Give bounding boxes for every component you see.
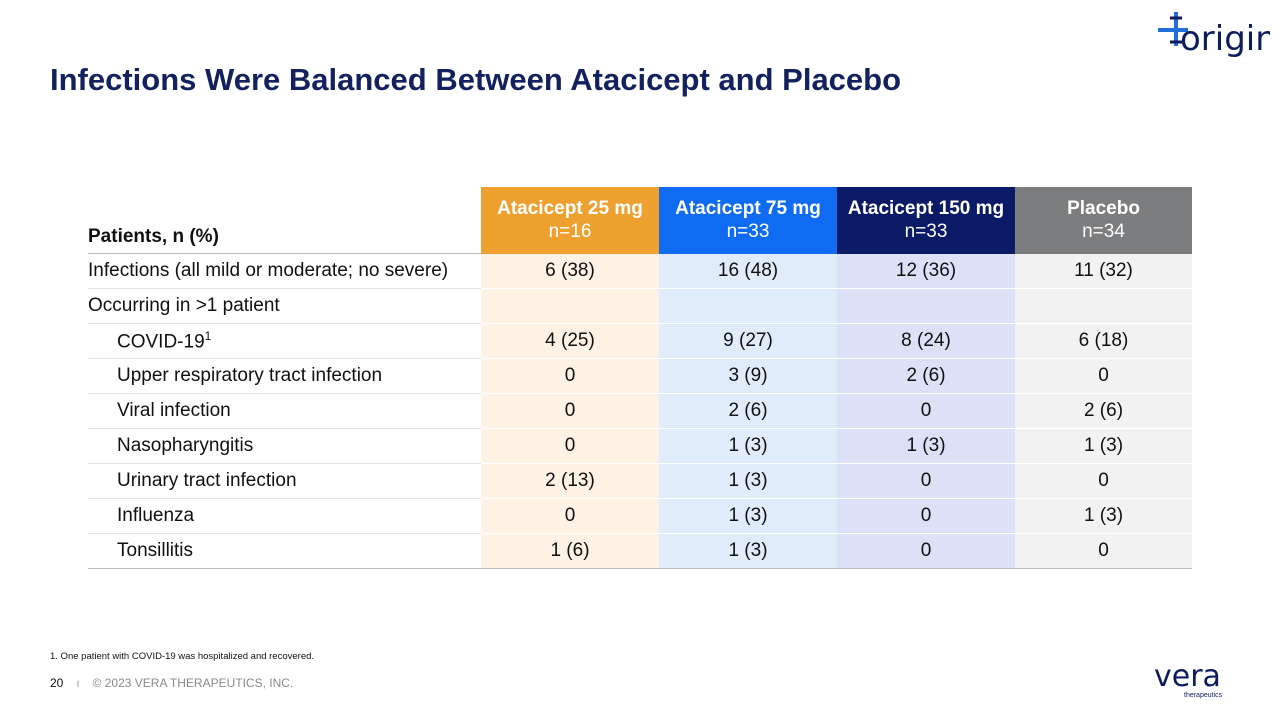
footnote: 1. One patient with COVID-19 was hospita… xyxy=(50,651,315,662)
column-header: Atacicept 25 mg n=16 xyxy=(481,187,659,254)
row-label: Nasopharyngitis xyxy=(88,428,481,464)
table-cell: 1 (3) xyxy=(659,498,837,534)
table-cell: 2 (6) xyxy=(1015,393,1192,429)
table-cell: 0 xyxy=(837,533,1015,569)
table-row: Influenza 0 1 (3) 0 1 (3) xyxy=(88,498,1192,534)
row-label-text: Tonsillitis xyxy=(117,540,194,561)
row-label: Viral infection xyxy=(88,393,481,429)
table-row: Upper respiratory tract infection 0 3 (9) 2… xyxy=(88,358,1192,394)
row-label-text: Nasopharyngitis xyxy=(117,435,254,456)
table-cell xyxy=(1015,288,1192,324)
table-cell xyxy=(481,288,659,324)
table-cell: 1 (6) xyxy=(481,533,659,569)
table-cell: 3 (9) xyxy=(659,358,837,394)
table-cell: 0 xyxy=(837,498,1015,534)
row-label-text: COVID-19 xyxy=(117,331,205,353)
logo-text: origin xyxy=(1180,19,1270,59)
table-cell xyxy=(659,288,837,324)
table-cell: 0 xyxy=(481,358,659,394)
table-row: Nasopharyngitis 0 1 (3) 1 (3) 1 (3) xyxy=(88,428,1192,464)
row-label-text: Influenza xyxy=(117,505,195,526)
table-cell: 1 (3) xyxy=(659,428,837,464)
column-name: Placebo xyxy=(1067,198,1140,220)
separator: I xyxy=(76,679,80,689)
table-row: Infections (all mild or moderate; no sev… xyxy=(88,253,1192,289)
table-cell: 0 xyxy=(837,393,1015,429)
row-label: Influenza xyxy=(88,498,481,534)
row-label: Occurring in >1 patient xyxy=(88,288,481,324)
table-row: Occurring in >1 patient xyxy=(88,288,1192,324)
column-name: Atacicept 75 mg xyxy=(675,198,821,220)
vera-text: vera xyxy=(1154,660,1221,694)
row-label: COVID-191 xyxy=(88,323,481,359)
table-cell: 0 xyxy=(1015,463,1192,499)
vera-sub: therapeutics xyxy=(1184,692,1223,699)
column-header: Atacicept 75 mg n=33 xyxy=(659,187,837,254)
row-label-text: Urinary tract infection xyxy=(117,470,297,491)
logo-cross-bars xyxy=(1170,16,1182,44)
table-cell: 16 (48) xyxy=(659,253,837,289)
row-label: Upper respiratory tract infection xyxy=(88,358,481,394)
page-number: 20 xyxy=(50,676,64,690)
table-cell: 0 xyxy=(481,393,659,429)
slide-title: Infections Were Balanced Between Atacice… xyxy=(50,62,902,97)
table-cell: 2 (13) xyxy=(481,463,659,499)
table-cell: 2 (6) xyxy=(659,393,837,429)
table-cell: 1 (3) xyxy=(659,463,837,499)
column-name: Atacicept 150 mg xyxy=(847,198,1005,220)
table-cell: 9 (27) xyxy=(659,323,837,359)
table-cell xyxy=(837,288,1015,324)
table-cell: 2 (6) xyxy=(837,358,1015,394)
table-cell: 0 xyxy=(481,428,659,464)
column-n: n=16 xyxy=(548,221,592,243)
column-n: n=33 xyxy=(726,221,770,243)
column-name: Atacicept 25 mg xyxy=(497,198,643,220)
table-cell: 0 xyxy=(1015,358,1192,394)
table-cell: 6 (18) xyxy=(1015,323,1192,359)
row-label: Urinary tract infection xyxy=(88,463,481,499)
column-n: n=33 xyxy=(904,221,948,243)
table-cell: 11 (32) xyxy=(1015,253,1192,289)
row-label: Tonsillitis xyxy=(88,533,481,569)
column-n: n=34 xyxy=(1082,221,1125,243)
copyright: © 2023 VERA THERAPEUTICS, INC. xyxy=(92,676,294,690)
table-row: COVID-191 4 (25) 9 (27) 8 (24) 6 (18) xyxy=(88,323,1192,359)
column-header: Atacicept 150 mg n=33 xyxy=(837,187,1015,254)
origin-logo: origin xyxy=(1158,12,1270,59)
table-cell: 0 xyxy=(481,498,659,534)
footnote-ref: 1 xyxy=(204,328,212,343)
row-label-text: Infections (all mild or moderate; no sev… xyxy=(88,260,449,281)
table-cell: 8 (24) xyxy=(837,323,1015,359)
table-cell: 0 xyxy=(837,463,1015,499)
table-row: Urinary tract infection 2 (13) 1 (3) 0 0 xyxy=(88,463,1192,499)
table-cell: 1 (3) xyxy=(1015,498,1192,534)
column-header: Placebo n=34 xyxy=(1015,187,1192,254)
table-cell: 1 (3) xyxy=(837,428,1015,464)
row-label-text: Viral infection xyxy=(117,400,231,421)
stub-header: Patients, n (%) xyxy=(88,187,481,254)
table-cell: 4 (25) xyxy=(481,323,659,359)
row-label-text: Occurring in >1 patient xyxy=(88,295,280,316)
table-row: Viral infection 0 2 (6) 0 2 (6) xyxy=(88,393,1192,429)
table-cell: 1 (3) xyxy=(1015,428,1192,464)
vera-logo: vera therapeutics xyxy=(1154,660,1223,699)
table-cell: 6 (38) xyxy=(481,253,659,289)
footer: 20 I © 2023 VERA THERAPEUTICS, INC. xyxy=(50,676,293,690)
table-cell: 1 (3) xyxy=(659,533,837,569)
table-cell: 0 xyxy=(1015,533,1192,569)
data-table: Patients, n (%) Atacicept 25 mg n=16 Atacic… xyxy=(88,187,1192,569)
table-cell: 12 (36) xyxy=(837,253,1015,289)
row-label-text: Upper respiratory tract infection xyxy=(117,365,383,386)
row-label: Infections (all mild or moderate; no sev… xyxy=(88,253,481,289)
table-row: Tonsillitis 1 (6) 1 (3) 0 0 xyxy=(88,533,1192,569)
